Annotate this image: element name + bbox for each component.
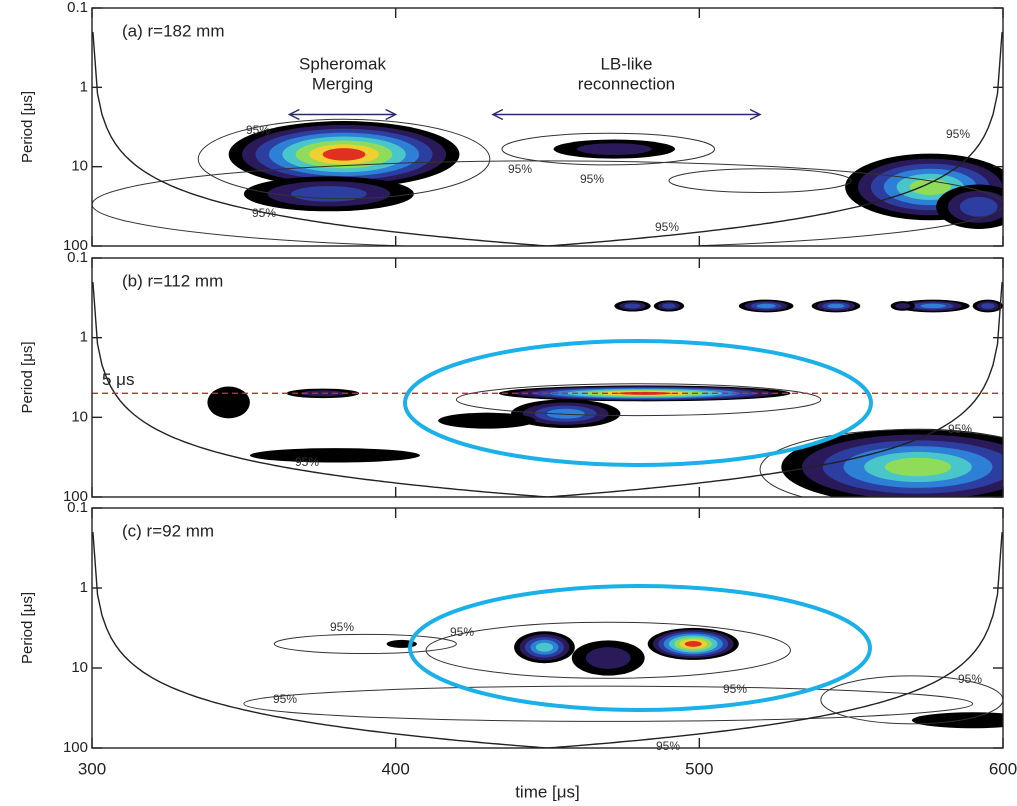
plot-area: [93, 532, 1017, 748]
y-tick-label: 0.1: [67, 499, 88, 516]
contour-label: 95%: [450, 625, 474, 639]
plot-area: [92, 282, 1017, 509]
y-tick-label: 10: [71, 158, 88, 175]
power-blob: [624, 303, 640, 308]
y-tick-label: 1: [80, 329, 88, 346]
plot-frame: [92, 508, 1003, 748]
annotation: reconnection: [578, 74, 675, 93]
contour-label: 95%: [948, 422, 972, 436]
contour-label: 95%: [273, 692, 297, 706]
x-tick-label: 400: [381, 759, 409, 778]
annotation: Spheromak: [299, 54, 386, 73]
y-axis-label: Period [μs]: [19, 592, 36, 664]
x-tick-label: 500: [685, 759, 713, 778]
power-blob: [577, 143, 652, 155]
power-blob: [912, 712, 1017, 728]
y-tick-label: 10: [71, 408, 88, 425]
cone-of-influence: [93, 532, 553, 748]
power-blob: [250, 448, 420, 462]
panel-title: (a) r=182 mm: [122, 21, 225, 40]
power-blob: [291, 186, 367, 202]
x-tick-label: 300: [78, 759, 106, 778]
y-tick-label: 0.1: [67, 249, 88, 266]
contour-label: 95%: [580, 172, 604, 186]
significance-contour: [244, 686, 973, 721]
panel: 0.1 1 10 100 300 400 500 600 time [μs] Period [μs…: [19, 499, 1017, 802]
y-tick-label: 0.1: [67, 0, 88, 16]
contour-label: 95%: [723, 682, 747, 696]
contour-label: 95%: [508, 162, 532, 176]
power-blob: [828, 304, 845, 308]
contour-label: 95%: [655, 220, 679, 234]
significance-contour: [274, 634, 456, 653]
contour-label: 95%: [946, 127, 970, 141]
power-blob: [895, 303, 910, 309]
y-tick-label: 1: [80, 579, 88, 596]
contour-label: 95%: [330, 620, 354, 634]
reference-label: 5 μs: [102, 370, 134, 389]
highlight-ellipse: [405, 341, 871, 465]
highlight-ellipse: [410, 586, 870, 710]
annotation: LB-like: [600, 54, 652, 73]
power-blob: [536, 643, 553, 652]
figure: 0.1 1 10 100 Period [μs] (a) r=182 mm 95% 95% 95…: [0, 0, 1017, 806]
significance-contour: [669, 169, 851, 193]
x-tick-label: 600: [989, 759, 1017, 778]
power-blob: [981, 303, 994, 309]
power-blob: [323, 148, 366, 160]
annotation: Merging: [312, 74, 373, 93]
x-axis-label: time [μs]: [515, 782, 580, 801]
plot-area: [92, 32, 1017, 248]
power-blob: [662, 303, 675, 308]
panel-title: (c) r=92 mm: [122, 521, 214, 540]
y-axis-label: Period [μs]: [19, 341, 36, 413]
y-tick-label: 10: [71, 659, 88, 676]
contour-label: 95%: [958, 672, 982, 686]
power-blob: [885, 458, 951, 477]
power-blob: [920, 304, 945, 308]
contour-label: 95%: [252, 206, 276, 220]
y-tick-label: 100: [63, 739, 88, 756]
power-blob: [207, 386, 250, 418]
power-blob: [757, 304, 776, 308]
panel-title: (b) r=112 mm: [122, 271, 223, 290]
y-tick-label: 1: [80, 78, 88, 95]
power-blob: [438, 413, 535, 429]
contour-label: 95%: [656, 739, 680, 753]
contour-label: 95%: [295, 455, 319, 469]
contour-label: 95%: [246, 123, 270, 137]
power-blob: [586, 647, 631, 669]
power-blob: [685, 641, 702, 647]
plot-frame: [92, 8, 1003, 246]
y-axis-label: Period [μs]: [19, 91, 36, 163]
